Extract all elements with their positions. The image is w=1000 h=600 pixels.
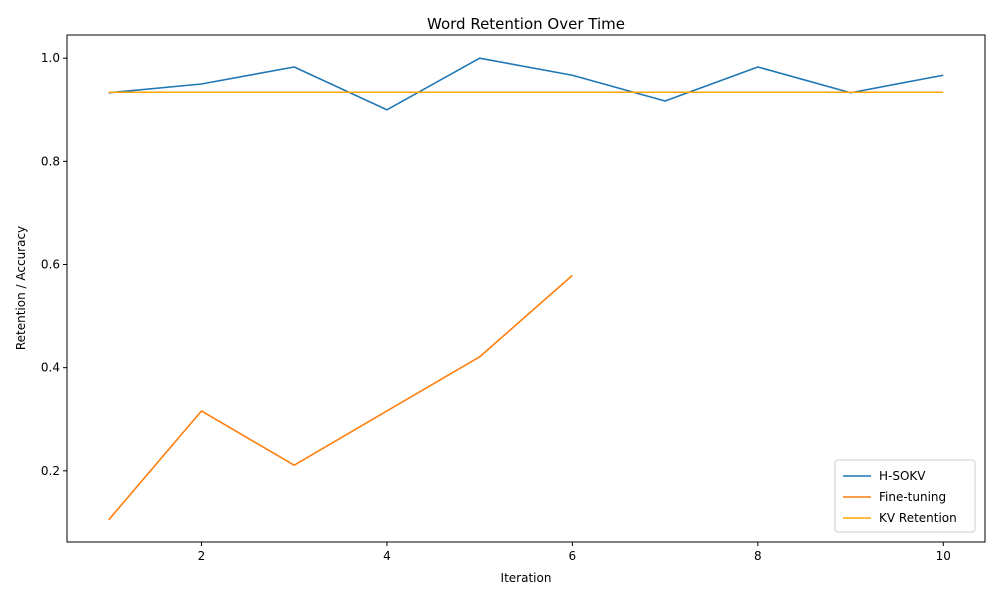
x-tick-label: 10 (936, 549, 951, 563)
series-layer (108, 57, 944, 521)
series-line-h-sokv (108, 57, 944, 111)
x-tick-label: 8 (754, 549, 762, 563)
y-tick-label: 0.4 (41, 361, 60, 375)
y-tick-label: 0.8 (41, 154, 60, 168)
legend-label: KV Retention (879, 511, 957, 525)
y-tick-label: 0.6 (41, 258, 60, 272)
y-tick-label: 1.0 (41, 51, 60, 65)
y-tick-label: 0.2 (41, 464, 60, 478)
y-axis: 0.2 0.4 0.6 0.8 1.0 (41, 51, 67, 478)
y-axis-title: Retention / Accuracy (14, 226, 28, 350)
x-tick-label: 4 (383, 549, 391, 563)
x-axis: 2 4 6 8 10 (198, 542, 951, 563)
x-tick-label: 6 (569, 549, 577, 563)
legend-label: Fine-tuning (879, 490, 946, 504)
x-tick-label: 2 (198, 549, 206, 563)
series-line-fine-tuning (108, 274, 573, 521)
legend: H-SOKV Fine-tuning KV Retention (834, 459, 976, 533)
legend-label: H-SOKV (879, 469, 926, 483)
plot-frame (66, 34, 986, 543)
chart-title: Word Retention Over Time (427, 15, 625, 33)
x-axis-title: Iteration (501, 571, 552, 585)
legend-box (834, 459, 976, 533)
